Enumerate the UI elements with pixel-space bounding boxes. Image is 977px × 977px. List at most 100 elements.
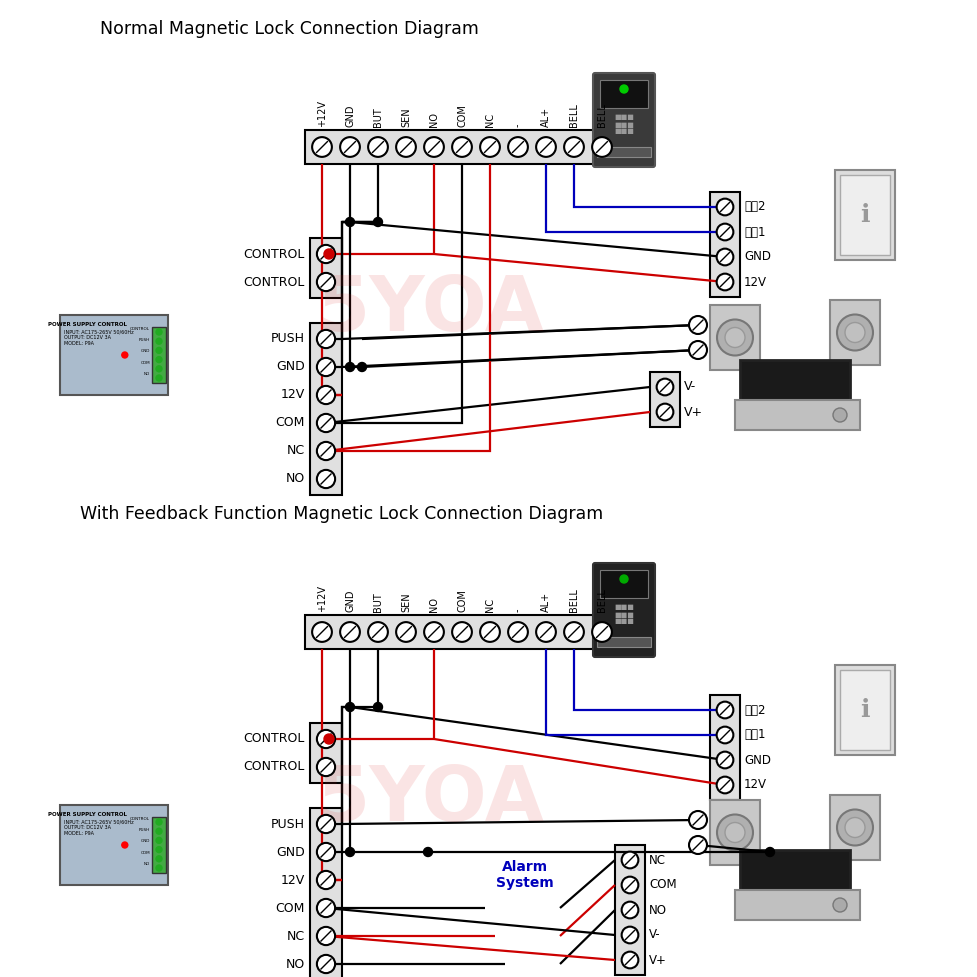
Bar [710,800,760,865]
Text: NO: NO [285,473,305,486]
Text: COM: COM [276,902,305,914]
Bar [710,305,760,370]
Circle shape [317,358,335,376]
Text: 信号1: 信号1 [744,226,766,238]
Bar [305,615,619,649]
Circle shape [837,810,873,845]
Circle shape [657,379,673,396]
Text: NO: NO [649,904,667,916]
Circle shape [717,248,734,266]
Circle shape [564,137,584,157]
Bar [710,192,740,297]
Circle shape [845,818,865,837]
Text: ℹ: ℹ [861,203,870,227]
Circle shape [373,702,383,711]
Text: NO: NO [429,112,439,127]
Circle shape [317,245,335,263]
Circle shape [156,828,162,834]
Circle shape [833,408,847,422]
Bar [835,665,895,755]
Text: 信号2: 信号2 [744,703,766,716]
Circle shape [657,404,673,420]
Circle shape [317,955,335,973]
Text: COM: COM [141,361,150,364]
Circle shape [717,815,753,851]
Circle shape [717,777,734,793]
Circle shape [621,952,638,968]
Text: NO: NO [144,372,150,376]
Text: NO: NO [285,957,305,970]
Circle shape [312,622,332,642]
Text: 12V: 12V [744,276,767,288]
Bar [830,795,880,860]
Circle shape [156,329,162,335]
FancyBboxPatch shape [593,73,655,167]
Text: BUT: BUT [373,107,383,127]
Circle shape [324,734,334,744]
Bar [710,695,740,800]
Circle shape [766,847,775,857]
Circle shape [396,137,416,157]
Text: GND: GND [744,250,771,264]
Bar [650,372,680,427]
Bar [735,890,860,920]
Circle shape [368,622,388,642]
Circle shape [717,701,734,718]
Circle shape [340,137,360,157]
Bar [740,360,850,410]
Text: CONTROL: CONTROL [243,247,305,261]
Circle shape [156,348,162,354]
Circle shape [717,751,734,768]
Bar [310,238,342,298]
Text: GND: GND [141,350,150,354]
Bar [835,170,895,260]
Text: CONTROL: CONTROL [130,327,150,331]
Circle shape [424,622,444,642]
Circle shape [620,85,628,93]
Circle shape [346,702,355,711]
Bar [597,637,651,647]
Circle shape [317,843,335,861]
Circle shape [689,836,707,854]
Text: V+: V+ [684,405,703,418]
Bar [840,175,890,255]
Bar [735,400,860,430]
Text: +12V: +12V [317,585,327,612]
Text: NC: NC [287,445,305,457]
Circle shape [368,137,388,157]
Text: CONTROL: CONTROL [243,760,305,774]
Circle shape [358,362,366,371]
Text: 5YOA: 5YOA [317,763,544,837]
Text: BELL: BELL [569,104,579,127]
Text: 5YOA: 5YOA [317,273,544,347]
Bar [310,723,342,783]
Circle shape [423,847,433,857]
Text: COM: COM [457,105,467,127]
Bar [740,850,850,900]
Text: With Feedback Function Magnetic Lock Connection Diagram: With Feedback Function Magnetic Lock Con… [80,505,603,523]
Text: -: - [513,123,523,127]
Circle shape [689,811,707,829]
Text: Alarm
System: Alarm System [496,860,554,890]
Bar [152,327,166,383]
Text: NO: NO [429,597,439,612]
Bar [600,80,648,108]
Text: BELL: BELL [597,588,607,612]
Circle shape [621,926,638,944]
Text: INPUT: AC175-265V 50/60Hz
OUTPUT: DC12V 3A
MODEL: P9A: INPUT: AC175-265V 50/60Hz OUTPUT: DC12V … [64,819,134,835]
Circle shape [156,847,162,853]
Text: POWER SUPPLY CONTROL: POWER SUPPLY CONTROL [48,322,126,327]
Text: PUSH: PUSH [139,828,150,832]
Circle shape [592,137,612,157]
Text: GND: GND [345,105,355,127]
Circle shape [508,137,528,157]
Circle shape [122,352,128,358]
Circle shape [717,319,753,356]
Circle shape [717,224,734,240]
Bar [305,130,619,164]
Circle shape [424,137,444,157]
Bar [60,315,168,395]
Bar [310,808,342,977]
Circle shape [317,273,335,291]
Circle shape [317,386,335,404]
